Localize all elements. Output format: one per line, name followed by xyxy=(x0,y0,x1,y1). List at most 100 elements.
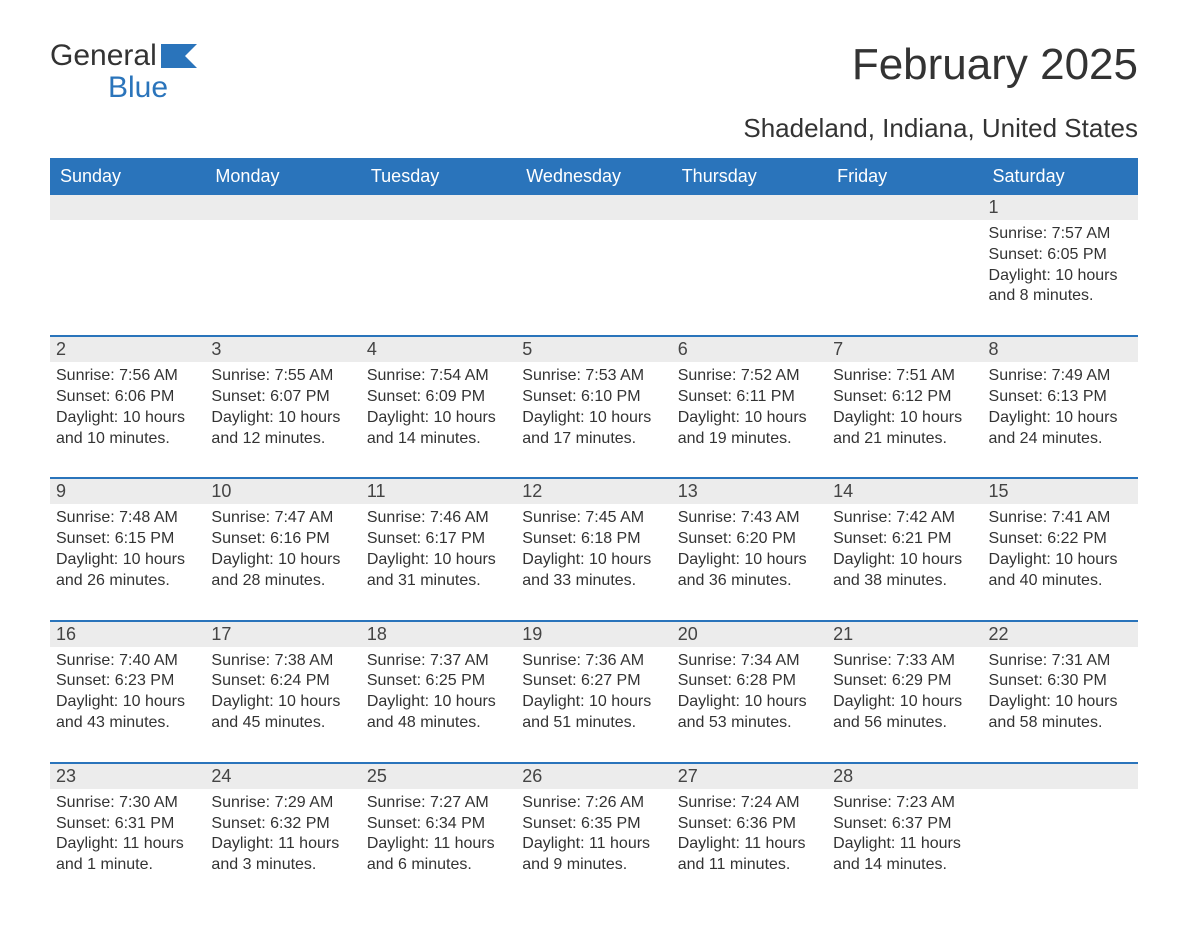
daylight-text: Daylight: 10 hours and 58 minutes. xyxy=(989,692,1132,734)
sunset-text: Sunset: 6:07 PM xyxy=(211,387,354,408)
sunrise-text: Sunrise: 7:46 AM xyxy=(367,508,510,529)
calendar-cell: 20Sunrise: 7:34 AMSunset: 6:28 PMDayligh… xyxy=(672,621,827,763)
calendar-cell: 12Sunrise: 7:45 AMSunset: 6:18 PMDayligh… xyxy=(516,478,671,620)
sunrise-text: Sunrise: 7:42 AM xyxy=(833,508,976,529)
day-body: Sunrise: 7:33 AMSunset: 6:29 PMDaylight:… xyxy=(827,647,982,762)
day-of-week-header: Saturday xyxy=(983,158,1138,195)
calendar-body: 1Sunrise: 7:57 AMSunset: 6:05 PMDaylight… xyxy=(50,195,1138,904)
daylight-text: Daylight: 10 hours and 12 minutes. xyxy=(211,408,354,450)
day-body: Sunrise: 7:26 AMSunset: 6:35 PMDaylight:… xyxy=(516,789,671,904)
calendar-week: 9 Sunrise: 7:48 AMSunset: 6:15 PM Daylight… xyxy=(50,478,1138,620)
day-body: Sunrise: 7:41 AMSunset: 6:22 PMDaylight:… xyxy=(983,504,1138,619)
daylight-text: Daylight: 10 hours and 43 minutes. xyxy=(56,692,199,734)
calendar-cell: 10Sunrise: 7:47 AMSunset: 6:16 PMDayligh… xyxy=(205,478,360,620)
day-body: Sunrise: 7:36 AMSunset: 6:27 PMDaylight:… xyxy=(516,647,671,762)
day-body xyxy=(516,220,671,252)
sunset-text: Sunset: 6:21 PM xyxy=(833,529,976,550)
day-of-week-header: Monday xyxy=(205,158,360,195)
day-of-week-header: Friday xyxy=(827,158,982,195)
day-number xyxy=(50,195,205,220)
day-body: Sunrise: 7:52 AMSunset: 6:11 PMDaylight:… xyxy=(672,362,827,477)
day-number: 25 xyxy=(361,764,516,789)
daylight-text: Daylight: 10 hours and 33 minutes. xyxy=(522,550,665,592)
calendar-table: SundayMondayTuesdayWednesdayThursdayFrid… xyxy=(50,158,1138,904)
day-number: 10 xyxy=(205,479,360,504)
flag-icon xyxy=(161,44,197,68)
day-body: Sunrise: 7:47 AMSunset: 6:16 PMDaylight:… xyxy=(205,504,360,619)
sunrise-text: Sunrise: 7:51 AM xyxy=(833,366,976,387)
day-number xyxy=(516,195,671,220)
calendar-cell: 19Sunrise: 7:36 AMSunset: 6:27 PMDayligh… xyxy=(516,621,671,763)
sunset-text: Sunset: 6:30 PM xyxy=(989,671,1132,692)
daylight-text: Daylight: 10 hours and 40 minutes. xyxy=(989,550,1132,592)
day-number: 19 xyxy=(516,622,671,647)
sunset-text: Sunset: 6:34 PM xyxy=(367,814,510,835)
daylight-text: Daylight: 10 hours and 36 minutes. xyxy=(678,550,821,592)
daylight-text: Daylight: 11 hours and 6 minutes. xyxy=(367,834,510,876)
sunset-text: Sunset: 6:15 PM xyxy=(56,529,199,550)
calendar-cell xyxy=(827,195,982,336)
day-number: 17 xyxy=(205,622,360,647)
daylight-text: Daylight: 11 hours and 11 minutes. xyxy=(678,834,821,876)
sunrise-text: Sunrise: 7:33 AM xyxy=(833,651,976,672)
day-number xyxy=(672,195,827,220)
calendar-cell: 6Sunrise: 7:52 AMSunset: 6:11 PMDaylight… xyxy=(672,336,827,478)
calendar-cell xyxy=(361,195,516,336)
sunset-text: Sunset: 6:32 PM xyxy=(211,814,354,835)
day-body: Sunrise: 7:38 AMSunset: 6:24 PMDaylight:… xyxy=(205,647,360,762)
calendar-cell: 23Sunrise: 7:30 AMSunset: 6:31 PMDayligh… xyxy=(50,763,205,904)
sunset-text: Sunset: 6:24 PM xyxy=(211,671,354,692)
day-number: 9 xyxy=(50,479,205,504)
day-number: 15 xyxy=(983,479,1138,504)
calendar-cell: 26Sunrise: 7:26 AMSunset: 6:35 PMDayligh… xyxy=(516,763,671,904)
day-body: Sunrise: 7:42 AMSunset: 6:21 PMDaylight:… xyxy=(827,504,982,619)
sunrise-text: Sunrise: 7:30 AM xyxy=(56,793,199,814)
daylight-text: Daylight: 11 hours and 9 minutes. xyxy=(522,834,665,876)
sunrise-text: Sunrise: 7:26 AM xyxy=(522,793,665,814)
sunrise-text: Sunrise: 7:45 AM xyxy=(522,508,665,529)
sunrise-text: Sunrise: 7:34 AM xyxy=(678,651,821,672)
sunset-text: Sunset: 6:35 PM xyxy=(522,814,665,835)
day-number: 7 xyxy=(827,337,982,362)
day-number: 28 xyxy=(827,764,982,789)
day-number: 13 xyxy=(672,479,827,504)
day-number xyxy=(827,195,982,220)
calendar-cell: 2Sunrise: 7:56 AMSunset: 6:06 PMDaylight… xyxy=(50,336,205,478)
calendar-cell: 4Sunrise: 7:54 AMSunset: 6:09 PMDaylight… xyxy=(361,336,516,478)
sunrise-text: Sunrise: 7:48 AM xyxy=(56,508,199,529)
day-body: Sunrise: 7:29 AMSunset: 6:32 PMDaylight:… xyxy=(205,789,360,904)
daylight-text: Daylight: 10 hours and 19 minutes. xyxy=(678,408,821,450)
day-number: 16 xyxy=(50,622,205,647)
day-number: 14 xyxy=(827,479,982,504)
daylight-text: Daylight: 10 hours and 45 minutes. xyxy=(211,692,354,734)
day-number: 23 xyxy=(50,764,205,789)
calendar-cell xyxy=(983,763,1138,904)
daylight-text: Daylight: 10 hours and 14 minutes. xyxy=(367,408,510,450)
day-number: 12 xyxy=(516,479,671,504)
day-of-week-header: Wednesday xyxy=(516,158,671,195)
sunset-text: Sunset: 6:25 PM xyxy=(367,671,510,692)
day-body xyxy=(672,220,827,252)
day-number: 2 xyxy=(50,337,205,362)
calendar-cell xyxy=(50,195,205,336)
day-body: Sunrise: 7:24 AMSunset: 6:36 PMDaylight:… xyxy=(672,789,827,904)
day-body: Sunrise: 7:57 AMSunset: 6:05 PMDaylight:… xyxy=(983,220,1138,335)
day-body xyxy=(50,220,205,252)
day-number: 18 xyxy=(361,622,516,647)
sunset-text: Sunset: 6:28 PM xyxy=(678,671,821,692)
day-body: Sunrise: 7:30 AMSunset: 6:31 PMDaylight:… xyxy=(50,789,205,904)
day-body xyxy=(827,220,982,252)
sunset-text: Sunset: 6:27 PM xyxy=(522,671,665,692)
calendar-cell: 27Sunrise: 7:24 AMSunset: 6:36 PMDayligh… xyxy=(672,763,827,904)
calendar-cell: 13Sunrise: 7:43 AMSunset: 6:20 PMDayligh… xyxy=(672,478,827,620)
calendar-cell: 28Sunrise: 7:23 AMSunset: 6:37 PMDayligh… xyxy=(827,763,982,904)
daylight-text: Daylight: 11 hours and 1 minute. xyxy=(56,834,199,876)
daylight-text: Daylight: 11 hours and 3 minutes. xyxy=(211,834,354,876)
sunset-text: Sunset: 6:13 PM xyxy=(989,387,1132,408)
calendar-cell: 15Sunrise: 7:41 AMSunset: 6:22 PMDayligh… xyxy=(983,478,1138,620)
sunset-text: Sunset: 6:10 PM xyxy=(522,387,665,408)
day-of-week-header: Tuesday xyxy=(361,158,516,195)
day-body: Sunrise: 7:54 AMSunset: 6:09 PMDaylight:… xyxy=(361,362,516,477)
sunset-text: Sunset: 6:29 PM xyxy=(833,671,976,692)
calendar-cell: 3Sunrise: 7:55 AMSunset: 6:07 PMDaylight… xyxy=(205,336,360,478)
